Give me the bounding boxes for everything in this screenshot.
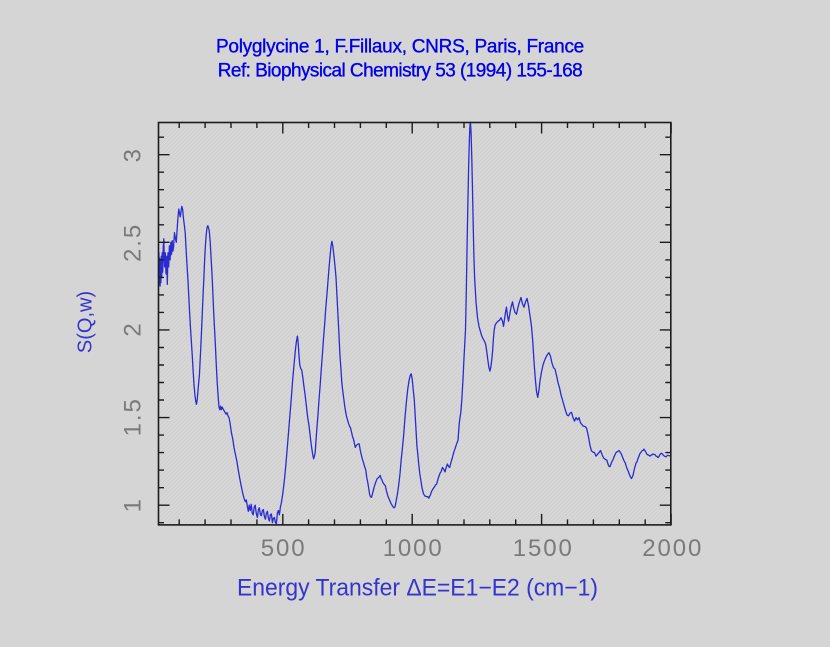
svg-text:1500: 1500 bbox=[513, 535, 574, 562]
svg-text:2.5: 2.5 bbox=[120, 223, 147, 262]
svg-text:1: 1 bbox=[120, 497, 147, 512]
svg-text:500: 500 bbox=[261, 535, 307, 562]
svg-text:1.5: 1.5 bbox=[120, 397, 147, 436]
svg-text:Energy Transfer ΔE=E1−E2 (cm−1: Energy Transfer ΔE=E1−E2 (cm−1) bbox=[237, 575, 598, 602]
svg-text:3: 3 bbox=[120, 147, 147, 162]
svg-text:2000: 2000 bbox=[642, 535, 703, 562]
svg-text:1000: 1000 bbox=[383, 535, 444, 562]
svg-text:S(Q,w): S(Q,w) bbox=[74, 291, 96, 353]
svg-text:2: 2 bbox=[120, 321, 147, 336]
svg-text:Ref: Biophysical Chemistry 53: Ref: Biophysical Chemistry 53 (1994) 155… bbox=[218, 61, 582, 82]
svg-text:Polyglycine 1, F.Fillaux, CNRS: Polyglycine 1, F.Fillaux, CNRS, Paris, F… bbox=[216, 37, 584, 58]
